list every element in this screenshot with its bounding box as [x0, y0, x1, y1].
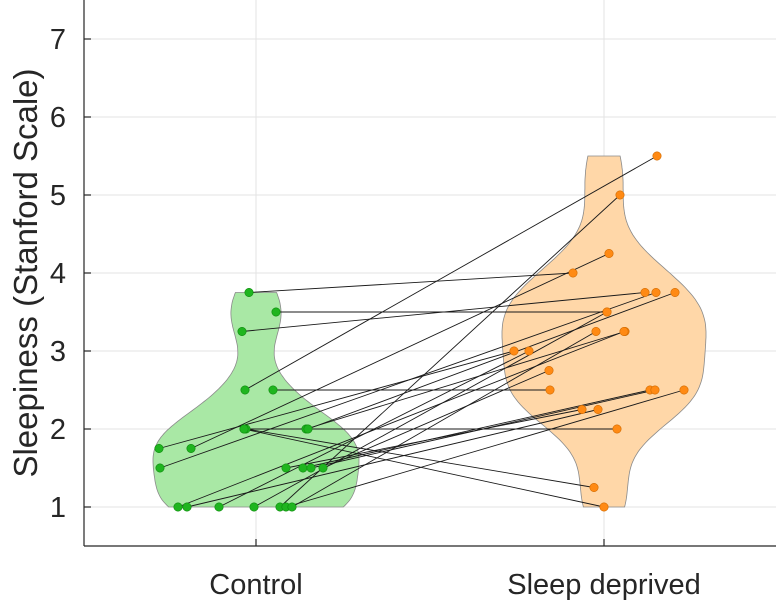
point-deprived-21 [615, 190, 625, 200]
pair-line-12 [159, 292, 657, 469]
violin-control [152, 292, 360, 508]
point-control-1 [271, 307, 281, 317]
pair-line-21 [279, 194, 621, 508]
point-deprived-8 [670, 287, 680, 297]
point-deprived-4 [545, 385, 555, 395]
point-deprived-2 [640, 287, 650, 297]
data-points [154, 151, 689, 512]
violins [152, 155, 707, 508]
x-tick-label-1: Sleep deprived [507, 569, 700, 601]
pair-lines [158, 155, 685, 508]
pair-line-8 [307, 292, 676, 430]
pair-line-2 [241, 292, 646, 332]
point-control-16 [306, 463, 316, 473]
point-control-9 [239, 424, 249, 434]
y-tick-label-5: 5 [50, 180, 66, 212]
point-deprived-12 [651, 287, 661, 297]
pair-line-10 [190, 253, 610, 449]
point-deprived-13 [577, 404, 587, 414]
y-tick-labels: 1 2 3 4 5 6 7 [50, 24, 66, 524]
point-deprived-20 [602, 307, 612, 317]
pair-line-3 [244, 155, 658, 391]
point-control-17 [173, 502, 183, 512]
point-control-4 [268, 385, 278, 395]
point-control-15 [298, 463, 308, 473]
point-control-11 [154, 443, 164, 453]
pair-line-19 [218, 350, 530, 508]
pair-line-15 [302, 389, 651, 469]
pair-line-11 [158, 350, 515, 449]
point-control-20 [249, 502, 259, 512]
y-axis-label: Sleepiness (Stanford Scale) [7, 68, 44, 477]
pair-line-17 [177, 331, 625, 508]
axes [83, 0, 776, 547]
pair-line-6 [243, 428, 605, 508]
point-deprived-6 [599, 502, 609, 512]
point-control-3 [240, 385, 250, 395]
pair-line-0 [248, 272, 574, 293]
point-control-18 [182, 502, 192, 512]
point-deprived-0 [568, 268, 578, 278]
point-control-23 [287, 502, 297, 512]
point-control-19 [214, 502, 224, 512]
pair-line-14 [322, 370, 550, 469]
point-deprived-19 [524, 346, 534, 356]
point-deprived-9 [612, 424, 622, 434]
point-deprived-5 [589, 482, 599, 492]
pair-line-20 [253, 311, 608, 508]
point-control-10 [186, 443, 196, 453]
point-control-13 [281, 463, 291, 473]
point-deprived-23 [591, 326, 601, 336]
point-deprived-16 [650, 385, 660, 395]
y-tick-label-4: 4 [50, 258, 66, 290]
y-tick-label-2: 2 [50, 414, 66, 446]
point-control-8 [303, 424, 313, 434]
y-tick-label-3: 3 [50, 336, 66, 368]
point-deprived-22 [679, 385, 689, 395]
pair-line-5 [245, 428, 595, 488]
point-deprived-18 [593, 404, 603, 414]
pair-line-16 [310, 389, 656, 469]
pair-line-23 [291, 331, 597, 508]
point-control-12 [155, 463, 165, 473]
y-tick-label-1: 1 [50, 492, 66, 524]
violin-sleep-deprived [501, 155, 707, 508]
pair-line-18 [186, 409, 599, 508]
x-tick-labels: Control Sleep deprived [209, 569, 700, 601]
pair-line-7 [305, 331, 626, 430]
point-deprived-3 [652, 151, 662, 161]
y-tick-label-7: 7 [50, 24, 66, 56]
pair-line-22 [285, 389, 685, 508]
point-deprived-17 [619, 326, 629, 336]
point-deprived-11 [509, 346, 519, 356]
point-control-2 [237, 326, 247, 336]
point-control-14 [318, 463, 328, 473]
y-tick-label-6: 6 [50, 102, 66, 134]
point-control-0 [244, 287, 254, 297]
x-tick-label-0: Control [209, 569, 303, 601]
point-deprived-10 [604, 249, 614, 259]
point-deprived-14 [544, 365, 554, 375]
